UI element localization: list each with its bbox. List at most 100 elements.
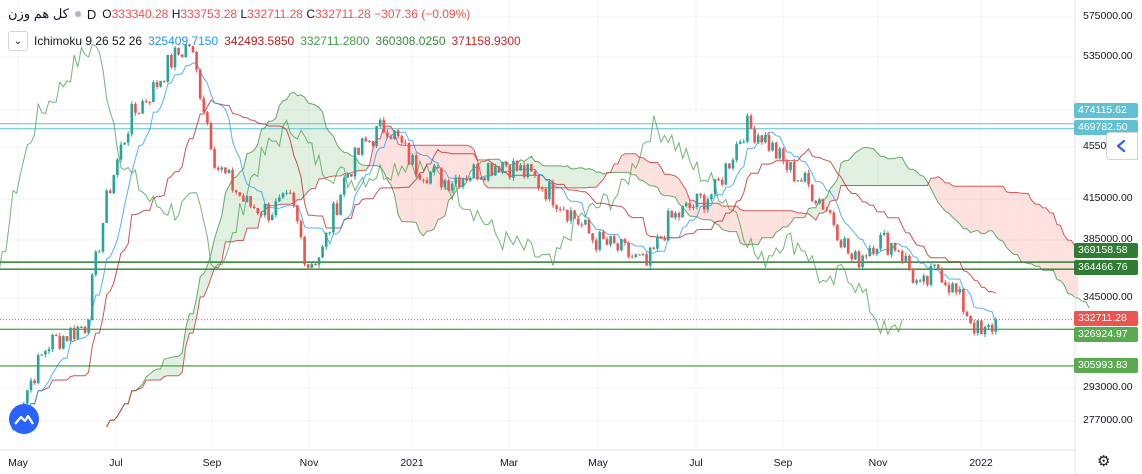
- candle: [738, 139, 742, 145]
- candle: [216, 165, 220, 172]
- candle: [490, 162, 494, 176]
- candle: [548, 180, 551, 202]
- cloud-segment: [858, 147, 863, 186]
- candle: [904, 252, 908, 262]
- candle: [479, 176, 483, 181]
- symbol-name[interactable]: کل هم وزن: [8, 6, 69, 21]
- candle: [130, 101, 134, 137]
- candle: [576, 216, 580, 226]
- candle: [868, 244, 872, 257]
- cloud-segment: [689, 200, 694, 217]
- cloud-segment: [570, 168, 575, 188]
- candle: [886, 231, 890, 256]
- candle: [332, 201, 335, 234]
- candle: [350, 173, 353, 178]
- candle: [753, 125, 756, 144]
- cloud-segment: [765, 210, 769, 238]
- cloud-segment: [714, 203, 719, 225]
- candle: [126, 131, 130, 147]
- candle: [33, 378, 36, 385]
- cloud-segment: [862, 147, 867, 186]
- candle: [256, 207, 260, 216]
- cloud-segment: [200, 273, 204, 297]
- cloud-segment: [995, 186, 1000, 240]
- cloud-segment: [1031, 200, 1036, 267]
- candle: [562, 206, 566, 211]
- time-tick: Sep: [202, 457, 222, 469]
- gear-icon[interactable]: ⚙: [1097, 453, 1111, 470]
- candle: [674, 211, 677, 220]
- candle: [652, 246, 656, 251]
- candle: [836, 224, 839, 242]
- cloud-segment: [232, 176, 237, 242]
- cloud-segment: [830, 184, 834, 202]
- cloud-segment: [1046, 207, 1050, 271]
- indicator-name[interactable]: Ichimoku 9 26 52 26: [34, 34, 143, 48]
- candle: [512, 158, 515, 181]
- cloud-segment: [621, 153, 625, 173]
- candle: [915, 278, 918, 286]
- candle: [400, 134, 404, 146]
- candle: [69, 326, 72, 345]
- candle: [627, 240, 630, 259]
- chevron-down-icon[interactable]: ⌄: [8, 31, 28, 51]
- tradingview-logo-icon[interactable]: [9, 404, 39, 434]
- candle: [936, 264, 940, 271]
- candle: [720, 177, 724, 187]
- candle: [245, 194, 249, 203]
- candle: [497, 165, 501, 173]
- candle: [598, 230, 602, 252]
- separator-dot: [74, 11, 81, 17]
- price-label: 469782.50: [1074, 120, 1138, 135]
- candle: [616, 242, 620, 253]
- lagging-value: 332711.2800: [300, 34, 370, 48]
- scroll-to-realtime-button[interactable]: [1106, 132, 1138, 160]
- ichimoku-cloud: [106, 92, 1079, 427]
- candle: [47, 346, 51, 355]
- candle: [976, 320, 980, 336]
- candle: [152, 80, 155, 103]
- cloud-segment: [1056, 224, 1061, 281]
- cloud-segment: [1028, 193, 1032, 265]
- interval-label[interactable]: D: [86, 6, 97, 22]
- candle: [281, 192, 285, 199]
- candle: [782, 147, 785, 165]
- candle: [98, 249, 101, 253]
- cloud-segment: [801, 212, 805, 218]
- candle: [220, 165, 224, 173]
- candle: [710, 193, 713, 202]
- candle: [267, 202, 270, 223]
- leading-b-value: 371158.9300: [451, 34, 521, 48]
- cloud-segment: [945, 182, 949, 214]
- cloud-segment: [974, 186, 978, 232]
- candle: [278, 194, 281, 202]
- cloud-segment: [574, 168, 579, 188]
- cloud-segment: [783, 210, 787, 227]
- cloud-segment: [650, 162, 654, 186]
- candle: [666, 208, 670, 241]
- cloud-segment: [1049, 212, 1054, 271]
- candle: [458, 175, 461, 189]
- cloud-segment: [394, 132, 399, 215]
- candle: [544, 187, 548, 202]
- cloud-segment: [459, 145, 463, 187]
- leading-span-a-line: [106, 91, 1090, 428]
- candle: [641, 252, 645, 256]
- cloud-segment: [826, 188, 831, 211]
- candle: [929, 263, 933, 287]
- indicator-legend: ⌄ Ichimoku 9 26 52 26 325409.7150 342493…: [8, 31, 521, 51]
- candle: [252, 204, 256, 210]
- candle: [969, 315, 972, 325]
- cloud-segment: [423, 145, 427, 236]
- candle: [270, 212, 274, 221]
- price-label: 326924.97: [1074, 327, 1138, 342]
- candle: [789, 162, 792, 173]
- candle: [821, 198, 825, 210]
- cloud-segment: [218, 215, 222, 268]
- cloud-segment: [182, 327, 186, 373]
- cloud-segment: [948, 182, 953, 218]
- candle: [364, 136, 368, 142]
- cloud-segment: [1002, 186, 1007, 248]
- candle: [62, 335, 65, 350]
